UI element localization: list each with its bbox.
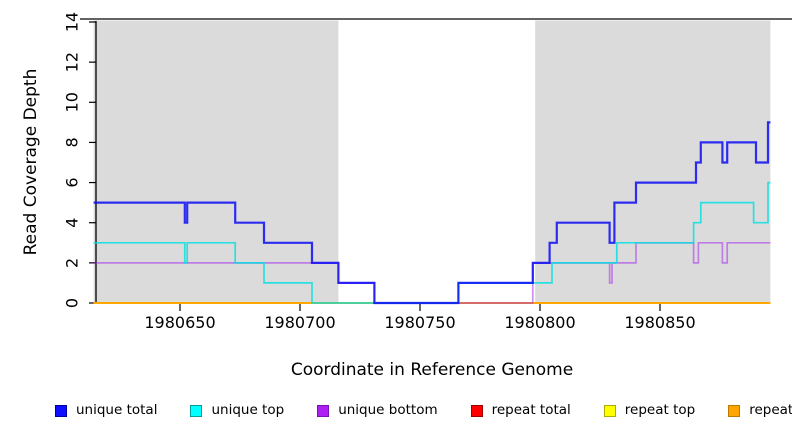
legend-item-unique-top: unique top	[190, 404, 284, 418]
legend-swatch-icon	[55, 405, 67, 417]
y-tick-label: 14	[63, 12, 82, 32]
x-tick-label: 1980700	[264, 313, 335, 332]
x-tick-label: 1980800	[504, 313, 575, 332]
legend-item-repeat-total: repeat total	[470, 402, 571, 419]
y-tick-label: 8	[63, 137, 82, 147]
x-tick-label: 1980750	[384, 313, 455, 332]
y-tick-label: 4	[63, 218, 82, 228]
legend-swatch-icon	[728, 405, 741, 417]
legend-item-unique-total: unique total	[55, 404, 157, 418]
y-tick-label: 6	[63, 177, 82, 187]
series-line-unique-total	[93, 121, 771, 305]
legend-swatch-icon	[603, 405, 616, 417]
x-tick-label: 1980650	[144, 313, 215, 332]
y-tick-label: 0	[63, 298, 82, 308]
legend-label: repeat bottom	[749, 402, 792, 419]
y-tick-label: 2	[63, 258, 82, 268]
legend-label: repeat total	[491, 402, 571, 419]
y-tick-label: 10	[63, 92, 82, 112]
legend-item-repeat-top: repeat top	[603, 402, 696, 419]
legend-label: unique bottom	[338, 402, 438, 419]
legend: unique total unique top unique bottom repea…	[44, 399, 792, 423]
y-axis-title: Read Coverage Depth	[21, 68, 41, 256]
legend-item-unique-bottom: unique bottom	[317, 402, 438, 419]
x-axis-title: Coordinate in Reference Genome	[290, 360, 574, 380]
shaded-region	[93, 20, 339, 303]
legend-item-repeat-bottom: repeat bottom	[728, 404, 792, 418]
shaded-region	[535, 20, 771, 303]
legend-label: unique top	[211, 402, 285, 419]
legend-label: unique total	[76, 402, 158, 419]
legend-swatch-icon	[190, 405, 203, 417]
legend-label: repeat top	[624, 402, 696, 419]
legend-swatch-icon	[470, 405, 483, 417]
y-tick-label: 12	[63, 52, 82, 72]
x-tick-label: 1980850	[624, 313, 695, 332]
legend-swatch-icon	[317, 405, 330, 417]
